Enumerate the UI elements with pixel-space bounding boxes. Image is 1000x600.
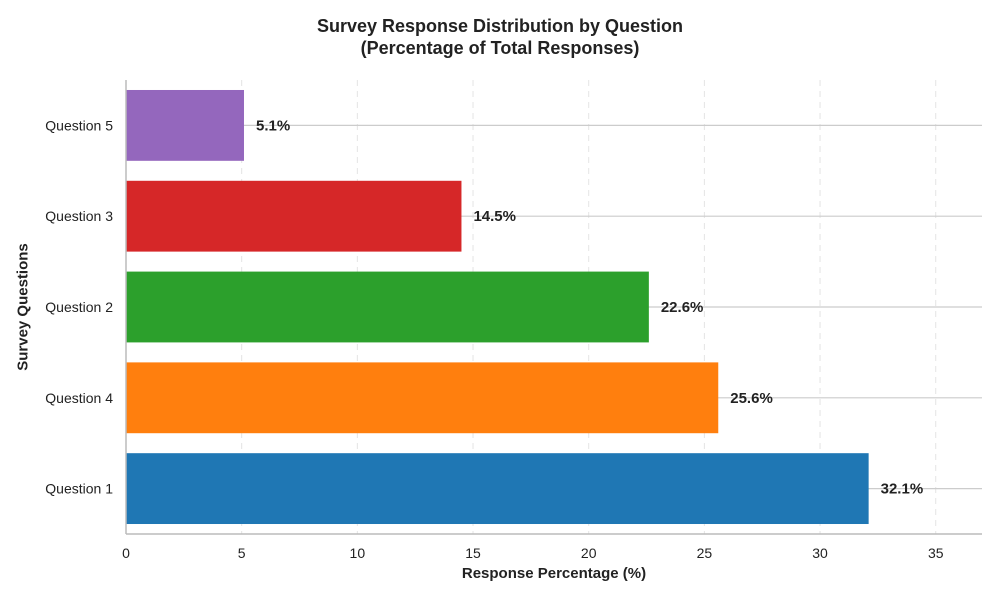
bar xyxy=(126,271,649,343)
x-tick-label: 25 xyxy=(697,545,713,561)
x-tick-label: 20 xyxy=(581,545,597,561)
bar xyxy=(126,89,244,161)
x-tick-label: 35 xyxy=(928,545,944,561)
x-tick-label: 10 xyxy=(350,545,366,561)
data-label: 5.1% xyxy=(256,117,290,134)
chart-subtitle: (Percentage of Total Responses) xyxy=(360,38,640,58)
data-label: 22.6% xyxy=(661,299,704,316)
bar xyxy=(126,453,869,525)
x-tick-label: 0 xyxy=(122,545,130,561)
y-tick-label: Question 3 xyxy=(45,208,113,224)
data-label: 14.5% xyxy=(473,208,516,225)
chart-title: Survey Response Distribution by Question xyxy=(316,16,684,36)
x-tick-label: 5 xyxy=(238,545,246,561)
x-tick-label: 15 xyxy=(465,545,481,561)
x-axis-label: Response Percentage (%) xyxy=(461,565,647,582)
bar xyxy=(126,180,462,252)
x-tick-label: 30 xyxy=(812,545,828,561)
bar xyxy=(126,362,719,434)
y-tick-label: Question 5 xyxy=(45,117,113,133)
y-tick-label: Question 4 xyxy=(45,390,113,406)
y-axis-label: Survey Questions xyxy=(14,243,32,371)
y-tick-label: Question 2 xyxy=(45,299,113,315)
data-label: 32.1% xyxy=(881,481,924,498)
y-tick-label: Question 1 xyxy=(45,481,113,497)
data-label: 25.6% xyxy=(730,390,773,407)
